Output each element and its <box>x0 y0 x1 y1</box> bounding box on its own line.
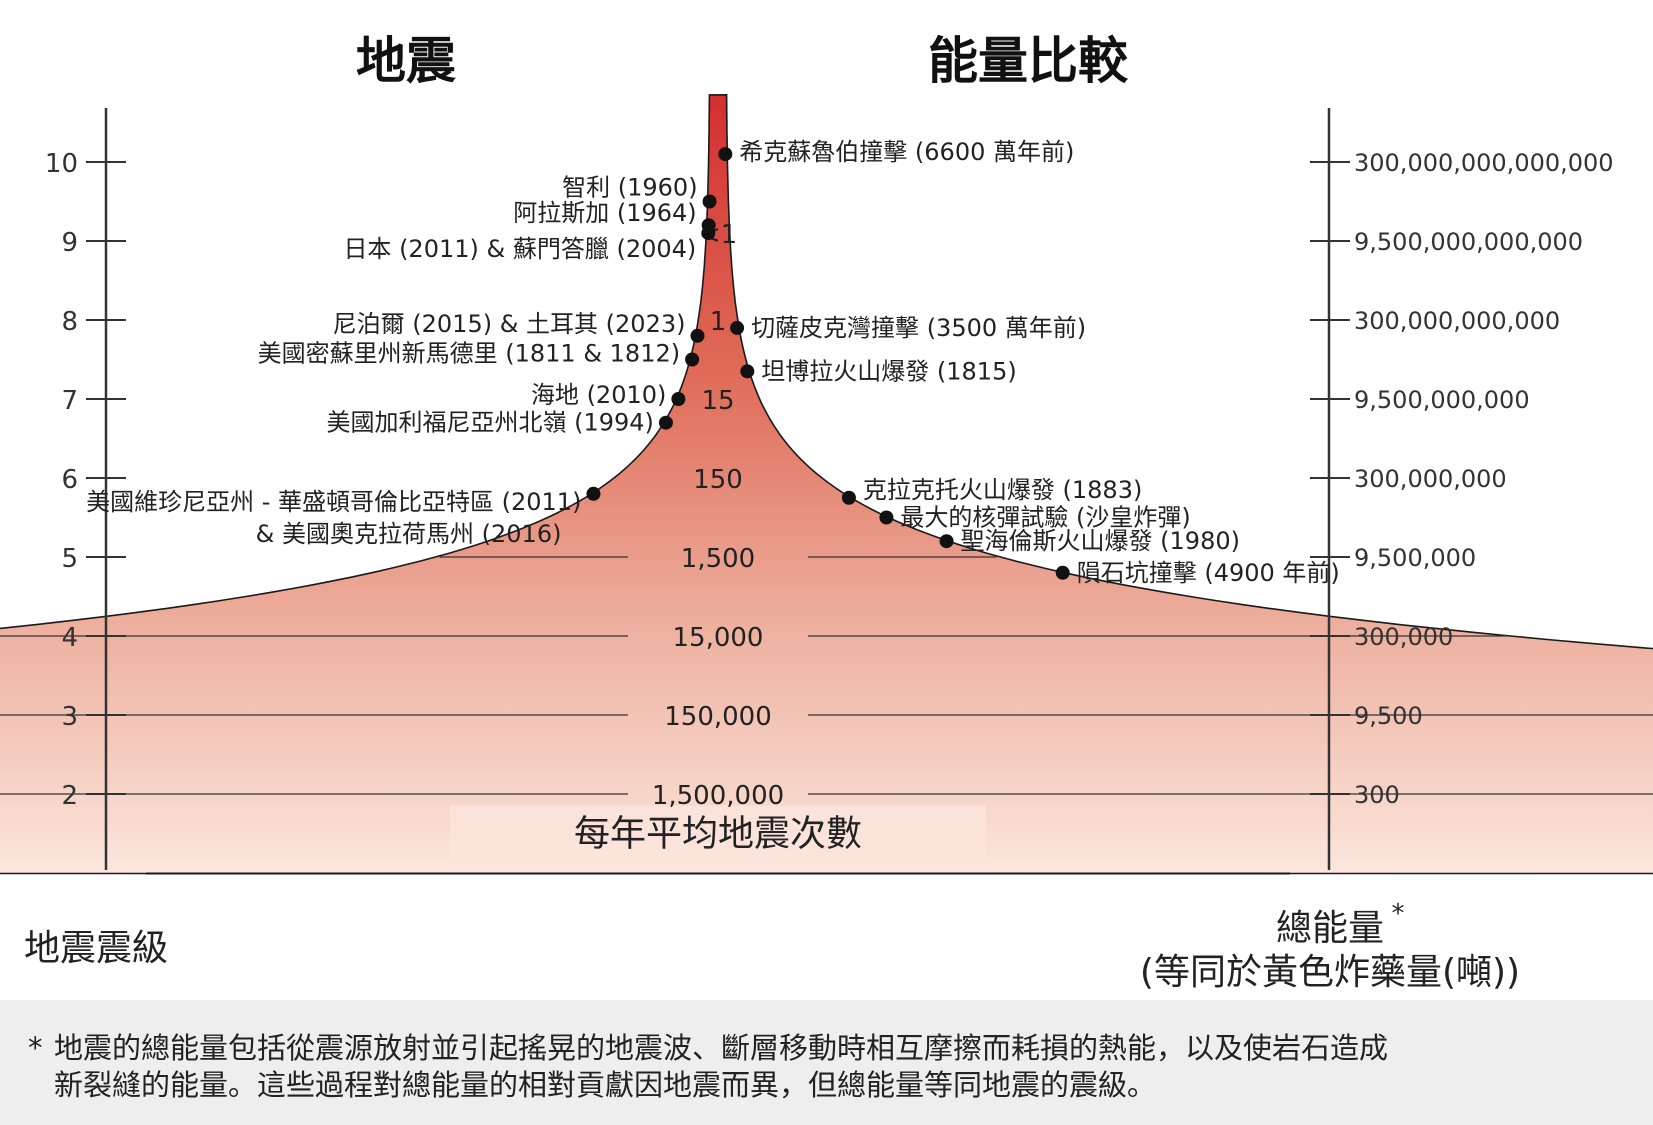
magnitude-tick-label-4: 4 <box>61 623 78 653</box>
frequency-caption: 每年平均地震次數 <box>574 813 862 854</box>
frequency-label-5: 15,000 <box>673 623 764 653</box>
energy-tick-label-7: 9,500,000,000 <box>1354 386 1530 414</box>
frequency-label-6: 150,000 <box>664 702 772 732</box>
earthquake-dot-0 <box>702 194 717 209</box>
title-left: 地震 <box>356 32 456 90</box>
footnote-line-1: 地震的總能量包括從震源放射並引起搖晃的地震波、斷層移動時相互摩擦而耗損的熱能，以… <box>54 1031 1389 1065</box>
magnitude-tick-label-2: 2 <box>61 781 78 811</box>
energy-event-dot-0 <box>718 147 733 162</box>
energy-event-label-3: 克拉克托火山爆發 (1883) <box>863 476 1142 504</box>
earthquake-dot-4 <box>685 352 700 367</box>
energy-event-label-1: 切薩皮克灣撞擊 (3500 萬年前) <box>751 314 1086 342</box>
earthquake-label-2: 日本 (2011) & 蘇門答臘 (2004) <box>343 235 696 263</box>
magnitude-tick-label-9: 9 <box>61 228 78 258</box>
earthquake-dot-2 <box>701 226 716 241</box>
footnote-line-2: 新裂縫的能量。這些過程對總能量的相對貢獻因地震而異，但總能量等同地震的震級。 <box>54 1068 1157 1102</box>
energy-event-dot-4 <box>879 510 894 525</box>
frequency-label-7: 1,500,000 <box>652 781 784 811</box>
energy-tick-label-10: 300,000,000,000,000 <box>1354 149 1614 177</box>
earthquake-dot-3 <box>690 328 705 343</box>
earthquake-label-3: 尼泊爾 (2015) & 土耳其 (2023) <box>333 310 686 338</box>
frequency-label-4: 1,500 <box>681 544 755 574</box>
earthquake-dot-5 <box>671 392 686 406</box>
earthquake-label-0: 智利 (1960) <box>562 174 697 202</box>
magnitude-tick-label-10: 10 <box>45 149 78 179</box>
energy-tick-label-9: 9,500,000,000,000 <box>1354 228 1583 256</box>
energy-event-dot-6 <box>1055 565 1070 580</box>
frequency-label-2: 15 <box>701 386 734 416</box>
energy-tick-label-6: 300,000,000 <box>1354 465 1507 493</box>
right-axis-label-asterisk: * <box>1392 899 1405 929</box>
energy-tick-label-4: 300,000 <box>1354 623 1453 651</box>
magnitude-tick-label-8: 8 <box>61 307 78 337</box>
energy-tick-label-2: 300 <box>1354 781 1400 809</box>
left-axis-label: 地震震級 <box>24 928 168 969</box>
frequency-label-1: 1 <box>710 307 727 337</box>
right-axis-label-line-1: 總能量 <box>1276 908 1384 949</box>
earthquake-label-6: 美國加利福尼亞州北嶺 (1994) <box>326 409 653 437</box>
energy-event-dot-2 <box>740 364 755 379</box>
magnitude-tick-label-5: 5 <box>61 544 78 574</box>
frequency-label-3: 150 <box>693 465 743 495</box>
energy-event-label-2: 坦博拉火山爆發 (1815) <box>761 357 1016 385</box>
earthquake-label-7: 美國維珍尼亞州 - 華盛頓哥倫比亞特區 (2011) <box>86 488 581 516</box>
energy-event-dot-3 <box>841 490 856 505</box>
right-axis-label-line-2: (等同於黃色炸藥量(噸)) <box>1140 952 1520 993</box>
earthquake-label-7-line-2: & 美國奧克拉荷馬州 (2016) <box>256 520 562 548</box>
energy-cone <box>0 93 1653 875</box>
energy-tick-label-8: 300,000,000,000 <box>1354 307 1560 335</box>
energy-event-label-6: 隕石坑撞擊 (4900 年前) <box>1077 559 1340 587</box>
earthquake-dot-6 <box>658 415 673 430</box>
energy-event-dot-1 <box>730 320 745 335</box>
footnote-panel <box>0 1000 1653 1125</box>
earthquake-dot-7 <box>586 486 601 501</box>
energy-event-label-4: 最大的核彈試驗 (沙皇炸彈) <box>900 504 1190 532</box>
energy-event-dot-5 <box>939 534 954 549</box>
magnitude-tick-label-3: 3 <box>61 702 78 732</box>
frequency-caption-band <box>450 805 986 866</box>
energy-event-label-5: 聖海倫斯火山爆發 (1980) <box>961 527 1240 555</box>
footnote-asterisk: * <box>28 1031 43 1065</box>
earthquake-label-1: 阿拉斯加 (1964) <box>513 199 696 227</box>
energy-tick-label-3: 9,500 <box>1354 702 1423 730</box>
title-right: 能量比較 <box>928 32 1129 90</box>
magnitude-tick-label-7: 7 <box>61 386 78 416</box>
earthquake-label-4: 美國密蘇里州新馬德里 (1811 & 1812) <box>258 340 680 368</box>
energy-tick-label-5: 9,500,000 <box>1354 544 1476 572</box>
earthquake-label-5: 海地 (2010) <box>531 381 666 409</box>
magnitude-tick-label-6: 6 <box>61 465 78 495</box>
energy-event-label-0: 希克蘇魯伯撞擊 (6600 萬年前) <box>739 138 1074 166</box>
footnote-text: * 地震的總能量包括從震源放射並引起搖晃的地震波、斷層移動時相互摩擦而耗損的熱能，… <box>28 1030 1628 1104</box>
earthquake-energy-chart: 每年平均地震次數 10 300,000,000,000,000 9 9,500,000,… <box>0 32 1653 993</box>
